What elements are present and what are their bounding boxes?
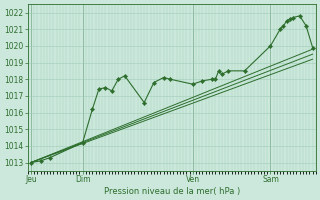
X-axis label: Pression niveau de la mer( hPa ): Pression niveau de la mer( hPa ) (104, 187, 240, 196)
